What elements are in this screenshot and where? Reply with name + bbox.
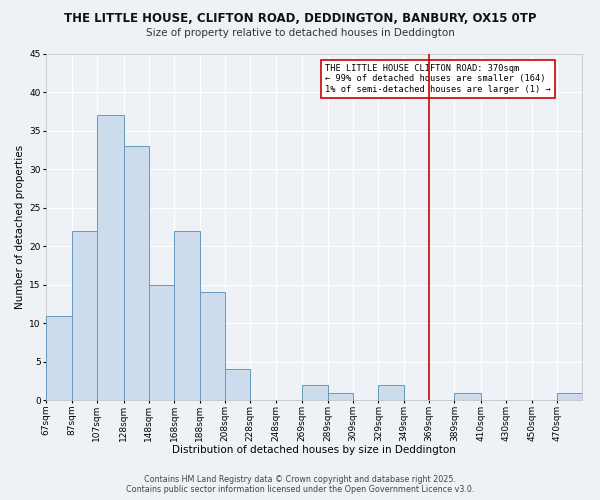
Y-axis label: Number of detached properties: Number of detached properties xyxy=(15,145,25,309)
Bar xyxy=(97,115,124,401)
Bar xyxy=(302,385,328,400)
Bar xyxy=(71,230,97,400)
Text: Contains HM Land Registry data © Crown copyright and database right 2025.
Contai: Contains HM Land Registry data © Crown c… xyxy=(126,474,474,494)
X-axis label: Distribution of detached houses by size in Deddington: Distribution of detached houses by size … xyxy=(172,445,456,455)
Text: THE LITTLE HOUSE, CLIFTON ROAD, DEDDINGTON, BANBURY, OX15 0TP: THE LITTLE HOUSE, CLIFTON ROAD, DEDDINGT… xyxy=(64,12,536,26)
Bar xyxy=(149,284,174,401)
Bar xyxy=(174,230,200,400)
Bar xyxy=(225,370,250,400)
Bar xyxy=(328,392,353,400)
Bar xyxy=(200,292,225,401)
Bar xyxy=(557,392,583,400)
Bar xyxy=(454,392,481,400)
Bar xyxy=(46,316,71,400)
Bar xyxy=(379,385,404,400)
Text: THE LITTLE HOUSE CLIFTON ROAD: 370sqm
← 99% of detached houses are smaller (164): THE LITTLE HOUSE CLIFTON ROAD: 370sqm ← … xyxy=(325,64,551,94)
Text: Size of property relative to detached houses in Deddington: Size of property relative to detached ho… xyxy=(146,28,454,38)
Bar xyxy=(124,146,149,401)
